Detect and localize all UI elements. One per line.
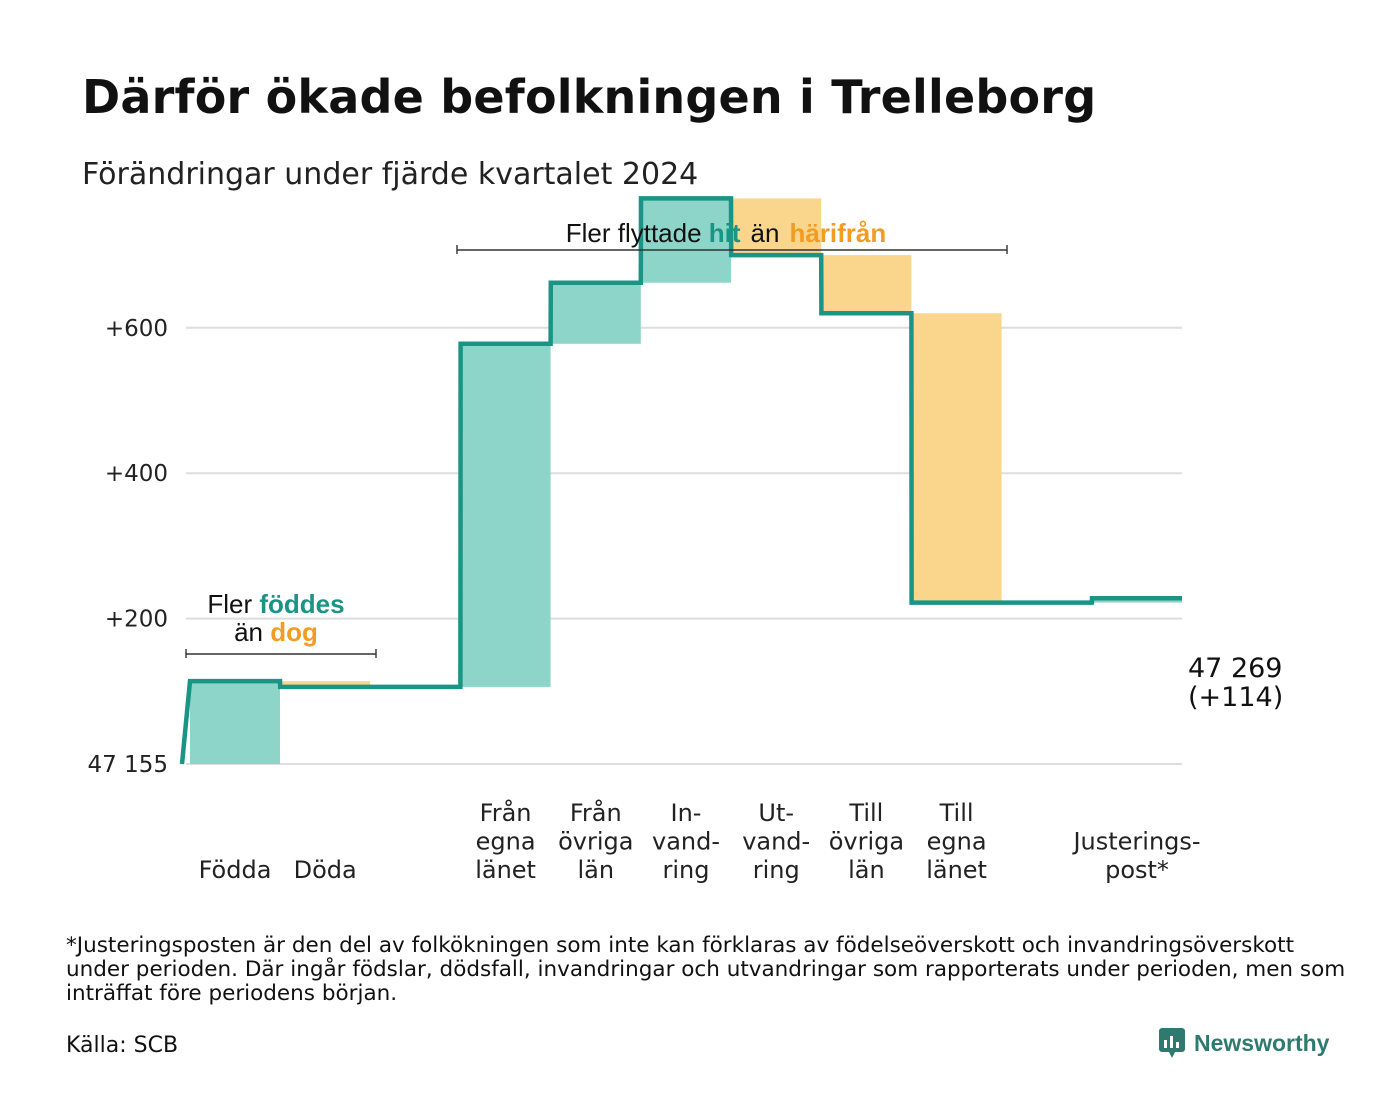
migration-bracket	[456, 245, 1008, 254]
y-tick-label: +200	[105, 607, 168, 633]
births-annotation-highlight: föddes	[259, 589, 344, 619]
category-label: Till	[939, 799, 974, 827]
brand-name: Newsworthy	[1194, 1029, 1330, 1056]
births-bracket	[185, 649, 377, 658]
category-label: post*	[1105, 856, 1169, 884]
end-change-label: (+114)	[1188, 682, 1283, 713]
migration-annotation-out: härifrån	[789, 218, 886, 248]
category-label: Justerings-	[1071, 828, 1200, 856]
category-label: län	[848, 856, 885, 884]
category-label: Till	[848, 799, 883, 827]
category-label: Ut-	[758, 799, 794, 827]
newsworthy-icon	[1159, 1028, 1185, 1058]
svg-text:Fler föddes: Fler föddes	[207, 589, 344, 619]
increase-bar	[641, 198, 731, 283]
category-label: Döda	[294, 856, 357, 884]
decrease-bar	[731, 198, 822, 256]
chart-subtitle: Förändringar under fjärde kvartalet 2024	[82, 157, 699, 192]
category-label: övriga	[829, 828, 904, 856]
category-label: länet	[475, 856, 536, 884]
newsworthy-logo: Newsworthy	[1158, 1027, 1329, 1059]
line-layer	[179, 196, 1182, 765]
category-label: vand-	[742, 828, 810, 856]
decrease-bar	[280, 681, 371, 687]
source-label: Källa: SCB	[66, 1033, 179, 1058]
births-annotation: Fler föddes än dog	[185, 589, 377, 658]
y-tick-label: +600	[105, 316, 168, 342]
grid-layer	[186, 326, 1182, 765]
category-label: ring	[753, 856, 800, 884]
footnote: *Justeringsposten är den del av folkökni…	[66, 933, 1346, 1006]
category-label: ring	[663, 856, 710, 884]
bar-layer	[190, 198, 1182, 764]
cumulative-step-line	[179, 196, 1182, 765]
y-tick-label: +400	[105, 461, 168, 487]
category-label: Födda	[199, 856, 272, 884]
migration-annotation-prefix: Fler flyttade	[566, 218, 709, 248]
svg-text:än dog: än dog	[234, 617, 318, 647]
increase-bar	[460, 343, 551, 687]
category-label: egna	[476, 828, 536, 856]
category-label: In-	[671, 799, 702, 827]
migration-annotation-in: hit	[709, 218, 741, 248]
chart-title: Därför ökade befolkningen i Trelleborg	[82, 70, 1097, 124]
category-label: Från	[480, 798, 532, 827]
category-label: övriga	[558, 828, 633, 856]
category-label: vand-	[652, 828, 720, 856]
decrease-bar	[911, 313, 1002, 603]
category-label: Från	[570, 798, 622, 827]
deaths-annotation-highlight: dog	[270, 617, 318, 647]
category-label: egna	[927, 828, 987, 856]
deaths-annotation-prefix: än	[234, 617, 270, 647]
end-value-label: 47 269	[1188, 653, 1282, 684]
increase-bar	[550, 282, 641, 344]
increase-bar	[190, 681, 280, 764]
category-label: länet	[926, 856, 987, 884]
y-tick-label: 47 155	[88, 752, 168, 778]
category-label: län	[578, 856, 615, 884]
migration-annotation-middle: än	[751, 218, 780, 248]
decrease-bar	[821, 255, 912, 314]
migration-annotation: Fler flyttade hit än härifrån	[456, 218, 1008, 254]
births-annotation-prefix: Fler	[207, 589, 259, 619]
